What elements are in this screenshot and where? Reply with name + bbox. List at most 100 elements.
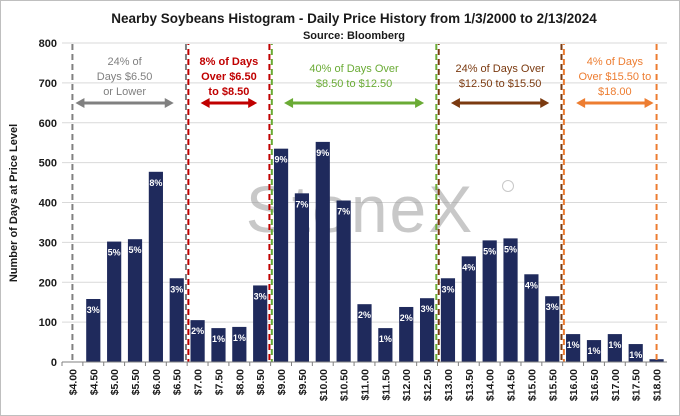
- region-annotations: 24% of Days $6.50 or Lower 8% of Days Over $…: [75, 56, 654, 108]
- region-label: to $8.50: [208, 86, 249, 98]
- arrow-left-icon: [200, 98, 210, 108]
- bar: [232, 326, 247, 362]
- x-tick-label: $10.50: [339, 369, 351, 401]
- data-label: 1%: [587, 346, 600, 356]
- data-label: 5%: [483, 246, 496, 256]
- data-label: 8%: [149, 178, 162, 188]
- data-label: 2%: [400, 313, 413, 323]
- x-tick-label: $13.00: [443, 369, 455, 401]
- bar: [107, 241, 122, 362]
- x-tick-label: $9.50: [297, 369, 309, 395]
- x-tick-label: $15.50: [547, 369, 559, 401]
- bar: [607, 334, 622, 362]
- data-label: 4%: [462, 262, 475, 272]
- bar: [253, 285, 268, 362]
- data-label: 5%: [129, 245, 142, 255]
- x-tick-label: $7.00: [193, 369, 205, 395]
- x-tick-label: $5.00: [109, 369, 121, 395]
- bars: 3% 5% 5% 8% 3% 2% 1% 1% 3% 9% 7% 9% 7% 2% 1% 2% 3% 3% 4% 5%…: [86, 141, 664, 362]
- x-tick-label: $15.00: [526, 369, 538, 401]
- data-label: 3%: [87, 305, 100, 315]
- x-tick-label: $6.00: [151, 369, 163, 395]
- bar: [211, 328, 226, 362]
- y-tick-label: 800: [39, 38, 57, 50]
- x-tick-label: $6.50: [172, 369, 184, 395]
- bar: [545, 296, 560, 362]
- x-tick-label: $8.50: [255, 369, 267, 395]
- data-label: 1%: [233, 333, 246, 343]
- bar: [378, 328, 393, 362]
- registered-mark-icon: [502, 180, 514, 192]
- region-label: Days $6.50: [97, 71, 153, 83]
- bar: [586, 340, 602, 362]
- data-label: 7%: [295, 199, 308, 209]
- bar: [524, 274, 539, 362]
- x-tick-label: $17.00: [610, 369, 622, 401]
- data-label: 3%: [170, 284, 183, 294]
- x-tick-label: $14.50: [506, 369, 518, 401]
- data-label: 7%: [337, 207, 350, 217]
- data-label: 1%: [379, 334, 392, 344]
- bar: [86, 298, 101, 362]
- data-label: 4%: [525, 280, 538, 290]
- arrow-left-icon: [450, 98, 460, 108]
- region-label: $18.00: [598, 86, 632, 98]
- data-label: 3%: [441, 284, 454, 294]
- bar: [190, 320, 205, 362]
- data-label: 5%: [504, 244, 517, 254]
- bar: [628, 344, 643, 362]
- data-label: 9%: [316, 148, 329, 158]
- region-label: Over $6.50: [201, 71, 257, 83]
- y-axis-ticks: 0 100 200 300 400 500 600 700 800: [39, 38, 57, 369]
- arrow-right-icon: [644, 98, 654, 108]
- bar: [461, 256, 476, 362]
- x-tick-label: $18.00: [652, 369, 664, 401]
- region-dividers: [71, 44, 658, 362]
- x-tick-label: $7.50: [213, 369, 225, 395]
- y-tick-label: 500: [39, 158, 57, 170]
- y-tick-label: 300: [39, 237, 57, 249]
- arrow-right-icon: [415, 98, 425, 108]
- data-label: 3%: [421, 304, 434, 314]
- x-tick-label: $8.00: [234, 369, 246, 395]
- data-label: 5%: [108, 248, 121, 258]
- region-label: or Lower: [103, 86, 146, 98]
- data-label: 1%: [567, 340, 580, 350]
- arrow-right-icon: [540, 98, 550, 108]
- x-tick-label: $13.50: [464, 369, 476, 401]
- region-label: 8% of Days: [200, 56, 259, 68]
- bar: [336, 200, 351, 362]
- region-label: $12.50 to $15.50: [459, 78, 542, 90]
- data-label: 9%: [275, 155, 288, 165]
- arrow-left-icon: [75, 98, 85, 108]
- chart-subtitle: Source: Bloomberg: [303, 30, 405, 42]
- bar: [649, 359, 664, 362]
- x-tick-label: $12.50: [422, 369, 434, 401]
- y-tick-label: 0: [51, 357, 57, 369]
- bar: [273, 148, 289, 362]
- x-tick-label: $4.00: [67, 369, 79, 395]
- x-tick-label: $5.50: [130, 369, 142, 395]
- bar: [148, 171, 163, 362]
- bar: [315, 141, 330, 362]
- data-label: 1%: [212, 334, 225, 344]
- bar: [399, 306, 414, 362]
- y-tick-label: 200: [39, 277, 57, 289]
- bar: [294, 193, 310, 362]
- region-label: 24% of Days Over: [455, 63, 545, 75]
- bar: [503, 238, 518, 362]
- x-tick-label: $16.00: [568, 369, 580, 401]
- data-label: 3%: [546, 302, 559, 312]
- bar: [127, 239, 143, 362]
- x-tick-label: $11.00: [360, 369, 372, 401]
- data-label: 1%: [608, 340, 621, 350]
- y-tick-label: 400: [39, 198, 57, 210]
- bar: [482, 240, 497, 362]
- data-label: 2%: [358, 310, 371, 320]
- bar: [566, 334, 581, 362]
- y-tick-label: 100: [39, 317, 57, 329]
- x-tick-label: $9.00: [276, 369, 288, 395]
- data-label: 2%: [191, 326, 204, 336]
- region-label: 4% of Days: [587, 56, 644, 68]
